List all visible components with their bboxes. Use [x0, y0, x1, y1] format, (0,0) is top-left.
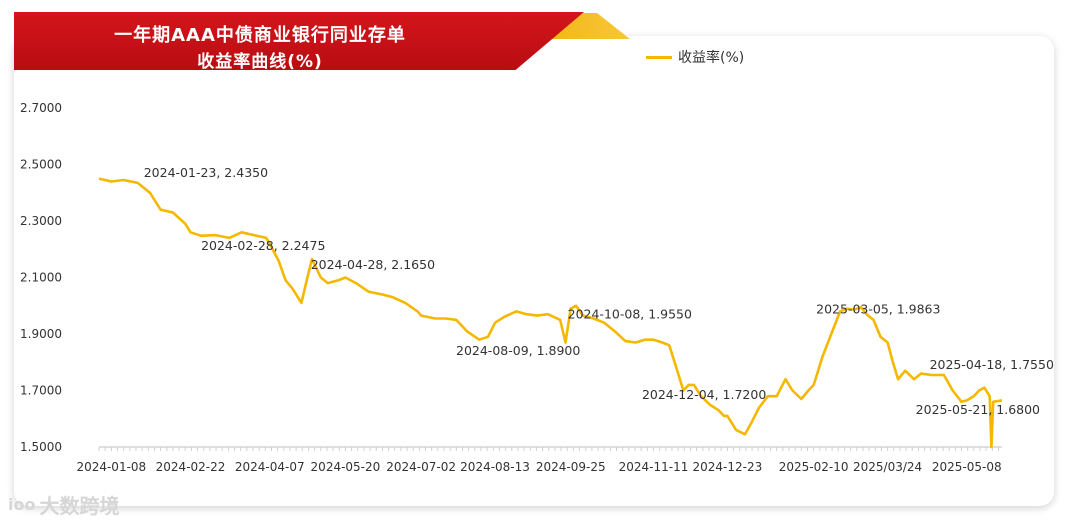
chart-title-line1: 一年期AAA中债商业银行同业存单	[114, 25, 406, 46]
series-line	[98, 177, 1003, 449]
x-tick-label: 2024-09-25	[536, 460, 606, 474]
data-label: 2024-08-09, 1.8900	[456, 343, 580, 358]
watermark-logo-icon: ioo	[8, 495, 36, 514]
x-tick-label: 2024-05-20	[311, 460, 381, 474]
y-tick-label: 2.5000	[20, 158, 62, 172]
x-tick-label: 2024-11-11	[619, 460, 689, 474]
watermark: ioo 大数跨境	[8, 490, 119, 519]
y-tick-label: 2.3000	[20, 214, 62, 228]
data-label: 2025-04-18, 1.7550	[930, 357, 1054, 372]
y-tick-label: 2.7000	[20, 101, 62, 115]
x-tick-label: 2025-05-08	[932, 460, 1002, 474]
legend[interactable]: 收益率(%)	[646, 47, 744, 67]
chart-card	[14, 36, 1054, 506]
legend-label: 收益率(%)	[678, 50, 745, 66]
data-label: 2024-02-28, 2.2475	[201, 238, 325, 253]
data-label: 2024-10-08, 1.9550	[568, 306, 692, 321]
data-label: 2024-12-04, 1.7200	[642, 387, 766, 402]
data-label: 2025-03-05, 1.9863	[816, 302, 940, 317]
watermark-text: 大数跨境	[39, 494, 120, 518]
data-label: 2024-04-28, 2.1650	[311, 257, 435, 272]
chart-title-line2: 收益率曲线(%)	[197, 52, 323, 72]
title-banner	[14, 12, 584, 70]
data-label: 2024-01-23, 2.4350	[144, 165, 268, 180]
data-label: 2025-05-21, 1.6800	[916, 402, 1040, 417]
legend-swatch	[646, 55, 672, 59]
x-tick-label: 2024-08-13	[460, 460, 530, 474]
x-tick-label: 2024-07-02	[386, 460, 456, 474]
x-tick-label: 2025-02-10	[779, 460, 849, 474]
y-tick-label: 1.5000	[20, 440, 62, 454]
y-tick-label: 1.9000	[20, 327, 62, 341]
y-tick-label: 2.1000	[20, 271, 62, 285]
x-tick-label: 2024-01-08	[76, 460, 146, 474]
x-tick-label: 2024-02-22	[156, 460, 226, 474]
x-tick-label: 2025/03/24	[853, 460, 922, 474]
y-tick-label: 1.7000	[20, 384, 62, 398]
x-tick-label: 2024-04-07	[235, 460, 305, 474]
x-tick-label: 2024-12-23	[693, 460, 763, 474]
